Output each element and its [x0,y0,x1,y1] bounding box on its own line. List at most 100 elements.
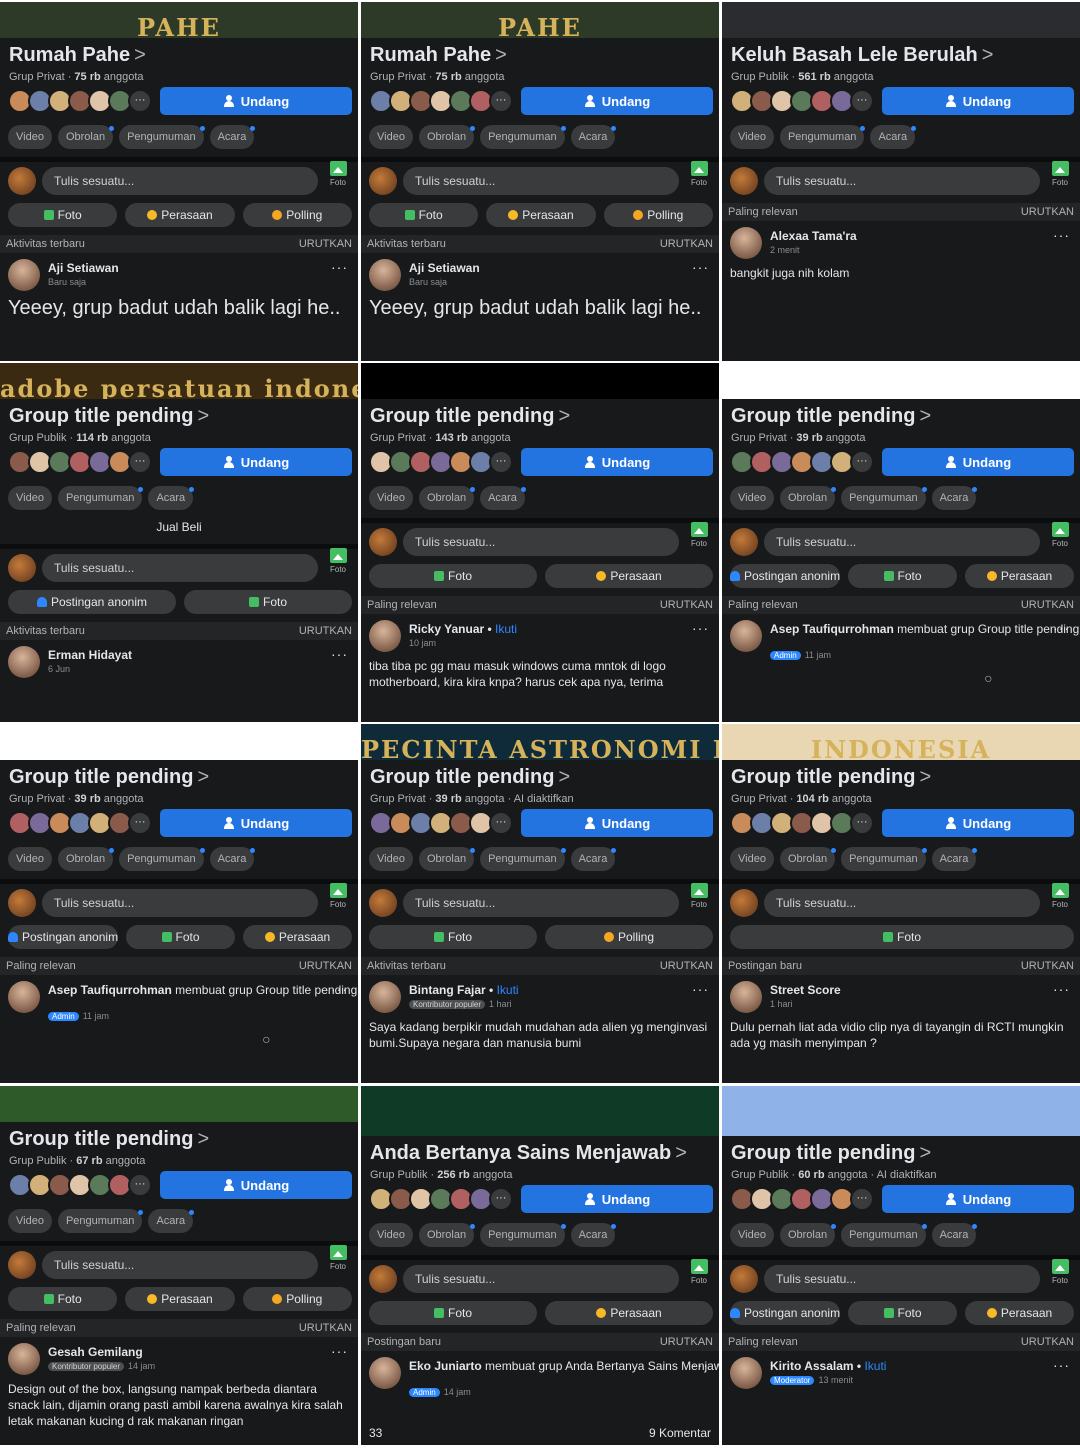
tab-pengumuman[interactable]: Pengumuman [119,125,205,149]
more-options-icon[interactable]: ··· [692,259,709,275]
follow-link[interactable]: Ikuti [496,983,519,997]
author-avatar[interactable] [730,227,762,259]
tab-video[interactable]: Video [369,1223,413,1247]
cover-photo[interactable] [722,2,1080,38]
action-foto[interactable]: Foto [369,1301,537,1325]
invite-button[interactable]: Undang [882,448,1074,476]
author-name[interactable]: Kirito Assalam • Ikuti [770,1359,887,1373]
invite-button[interactable]: Undang [521,809,713,837]
author-name[interactable]: Asep Taufiqurrohman membuat grup Group t… [48,983,358,997]
my-avatar[interactable] [730,528,758,556]
author-avatar[interactable] [8,1343,40,1375]
author-name[interactable]: Erman Hidayat [48,648,132,662]
photo-shortcut[interactable]: Foto [325,548,351,574]
tab-video[interactable]: Video [730,847,774,871]
photo-shortcut[interactable]: Foto [1047,522,1073,548]
action-perasaan[interactable]: Perasaan [545,1301,713,1325]
invite-button[interactable]: Undang [521,1185,713,1213]
my-avatar[interactable] [8,554,36,582]
comment-count[interactable]: 9 Komentar [648,1426,711,1440]
my-avatar[interactable] [8,167,36,195]
author-name[interactable]: Ricky Yanuar • Ikuti [409,622,518,636]
write-post-input[interactable]: Tulis sesuatu... [42,889,318,917]
write-post-input[interactable]: Tulis sesuatu... [403,167,679,195]
author-avatar[interactable] [730,620,762,652]
tab-video[interactable]: Video [730,125,774,149]
write-post-input[interactable]: Tulis sesuatu... [42,1251,318,1279]
write-post-input[interactable]: Tulis sesuatu... [764,889,1040,917]
more-members-icon[interactable]: ··· [128,89,152,113]
author-avatar[interactable] [369,1357,401,1389]
photo-shortcut[interactable]: Foto [325,161,351,187]
sort-button[interactable]: URUTKAN [1020,960,1074,972]
sort-button[interactable]: URUTKAN [659,238,713,250]
author-avatar[interactable] [369,620,401,652]
follow-link[interactable]: Ikuti [864,1359,887,1373]
group-title[interactable]: Group title pending > [370,405,570,428]
invite-button[interactable]: Undang [882,809,1074,837]
action-polling[interactable]: Polling [242,1287,352,1311]
cover-photo[interactable]: INDONESIA [722,724,1080,760]
photo-shortcut[interactable]: Foto [686,1259,712,1285]
author-name[interactable]: Aji Setiawan [409,261,480,275]
action-polling[interactable]: Polling [545,925,713,949]
author-name[interactable]: Bintang Fajar • Ikuti [409,983,519,997]
my-avatar[interactable] [730,167,758,195]
author-avatar[interactable] [8,981,40,1013]
author-avatar[interactable] [730,1357,762,1389]
group-title[interactable]: Group title pending > [731,405,931,428]
more-members-icon[interactable]: ··· [489,450,513,474]
tab-pengumuman[interactable]: Pengumuman [57,486,143,510]
more-options-icon[interactable]: ··· [1053,227,1070,243]
group-title[interactable]: Rumah Pahe > [9,44,146,67]
tab-acara[interactable]: Acara [570,847,617,871]
sort-button[interactable]: URUTKAN [659,1336,713,1348]
my-avatar[interactable] [730,889,758,917]
author-avatar[interactable] [8,259,40,291]
more-options-icon[interactable]: ··· [692,620,709,636]
author-name[interactable]: Eko Juniarto membuat grup Anda Bertanya … [409,1359,719,1373]
cover-photo[interactable]: PAHE [361,2,719,38]
tab-video[interactable]: Video [730,1223,774,1247]
my-avatar[interactable] [369,167,397,195]
sort-button[interactable]: URUTKAN [298,238,352,250]
action-foto[interactable]: Foto [369,564,537,588]
action-foto[interactable]: Foto [8,1287,118,1311]
action-polling[interactable]: Polling [242,203,352,227]
sort-button[interactable]: URUTKAN [1020,599,1074,611]
invite-button[interactable]: Undang [882,1185,1074,1213]
author-avatar[interactable] [369,981,401,1013]
tab-obrolan[interactable]: Obrolan [418,486,476,510]
more-members-icon[interactable]: ··· [850,1187,874,1211]
more-options-icon[interactable]: ··· [692,1357,709,1373]
photo-shortcut[interactable]: Foto [686,522,712,548]
more-members-icon[interactable]: ··· [128,1173,152,1197]
group-title[interactable]: Anda Bertanya Sains Menjawab > [370,1142,687,1165]
cover-photo[interactable]: adobe persatuan indonesia [0,363,358,399]
more-members-icon[interactable]: ··· [489,1187,513,1211]
tab-video[interactable]: Video [369,486,413,510]
photo-shortcut[interactable]: Foto [1047,1259,1073,1285]
action-postingan-anonim[interactable]: Postingan anonim [8,925,119,949]
invite-button[interactable]: Undang [882,87,1074,115]
write-post-input[interactable]: Tulis sesuatu... [403,1265,679,1293]
action-foto[interactable]: Foto [730,925,1074,949]
sort-button[interactable]: URUTKAN [298,625,352,637]
group-title[interactable]: Rumah Pahe > [370,44,507,67]
action-perasaan[interactable]: Perasaan [965,1301,1075,1325]
photo-shortcut[interactable]: Foto [686,883,712,909]
write-post-input[interactable]: Tulis sesuatu... [403,528,679,556]
follow-link[interactable]: Ikuti [495,622,518,636]
group-title[interactable]: Group title pending > [370,766,570,789]
action-postingan-anonim[interactable]: Postingan anonim [8,590,176,614]
more-members-icon[interactable]: ··· [850,450,874,474]
more-members-icon[interactable]: ··· [128,811,152,835]
author-avatar[interactable] [369,259,401,291]
more-members-icon[interactable]: ··· [850,811,874,835]
write-post-input[interactable]: Tulis sesuatu... [42,554,318,582]
section-label[interactable]: Jual Beli [156,520,202,534]
group-title[interactable]: Group title pending > [9,1128,209,1151]
write-post-input[interactable]: Tulis sesuatu... [403,889,679,917]
invite-button[interactable]: Undang [160,448,352,476]
invite-button[interactable]: Undang [160,87,352,115]
